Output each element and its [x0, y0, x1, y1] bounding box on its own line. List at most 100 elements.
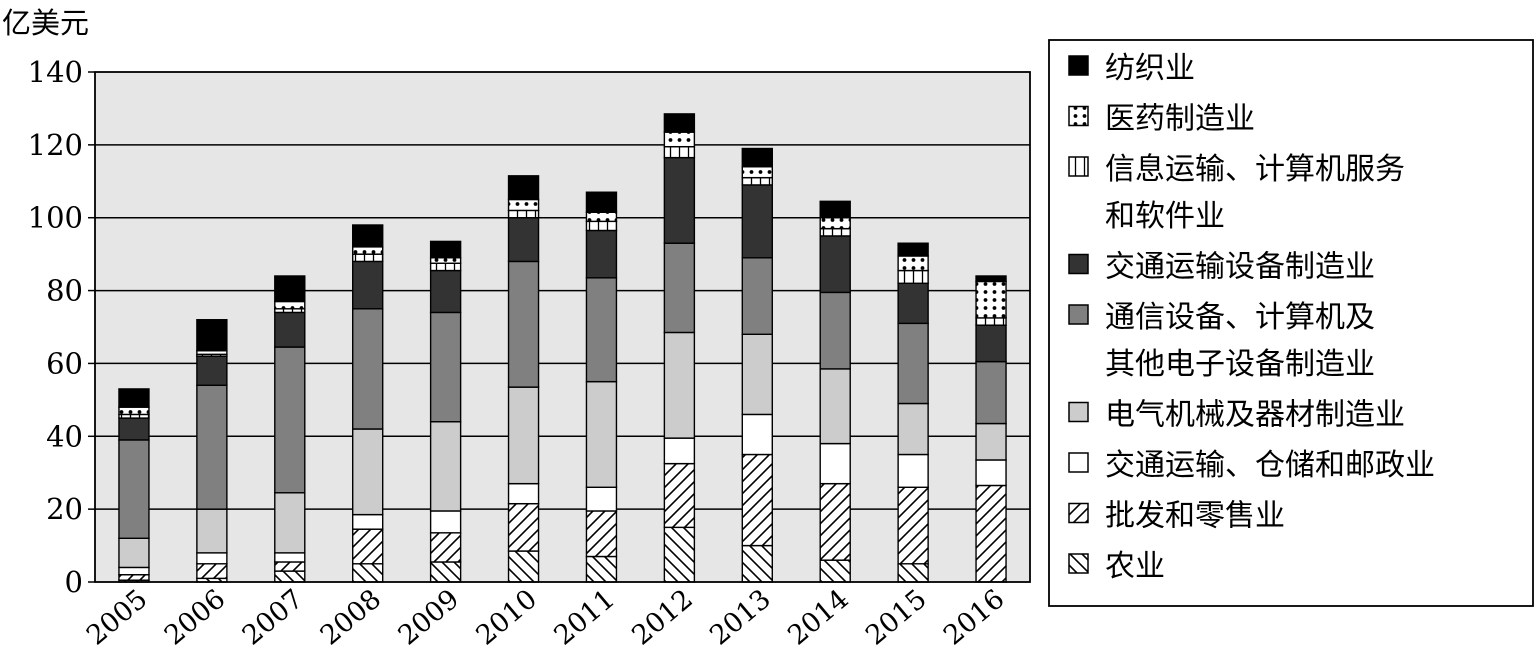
bar-segment: [585, 220, 618, 232]
legend-label: 信息运输、计算机服务和软件业: [1105, 152, 1405, 234]
bar-segment: [507, 175, 540, 201]
bar-segment: [585, 380, 618, 488]
bar-segment: [975, 317, 1007, 326]
y-tick-label: 60: [46, 346, 83, 380]
legend-swatch: [1068, 105, 1089, 127]
bar-segment: [741, 176, 773, 186]
bar-segment: [118, 537, 150, 569]
x-tick-label: 2009: [393, 584, 466, 652]
legend-swatch: [1068, 401, 1089, 423]
plot-background: [95, 72, 1030, 582]
bar-segment: [741, 147, 773, 168]
bar-segment: [507, 502, 540, 552]
bar-segment: [507, 209, 540, 219]
bar-segment: [274, 300, 306, 310]
bar-segment: [819, 235, 851, 294]
bar-segment: [819, 442, 851, 485]
legend-swatch: [1068, 55, 1089, 76]
bar-segment: [352, 260, 384, 310]
bar-segment: [663, 437, 696, 465]
bar-segment: [118, 574, 150, 581]
bar-segment: [819, 291, 851, 370]
x-tick-label: 2013: [704, 584, 777, 652]
bar-segment: [429, 532, 462, 563]
bar-segment: [819, 200, 851, 219]
legend-swatch: [1068, 452, 1089, 473]
bar-segment: [118, 406, 150, 416]
bar-segment: [196, 563, 228, 580]
y-tick-label: 120: [28, 128, 83, 162]
legend-swatch: [1068, 502, 1089, 524]
bar-segment: [507, 260, 540, 388]
legend: 纺织业医药制造业信息运输、计算机服务和软件业交通运输设备制造业通信设备、计算机及…: [1048, 39, 1534, 607]
x-tick-label: 2012: [626, 584, 699, 652]
bar-segment: [429, 561, 462, 583]
x-tick-label: 2005: [81, 584, 154, 652]
bar-segment: [663, 526, 696, 583]
y-tick-label: 20: [46, 492, 83, 526]
bar-segment: [663, 131, 696, 148]
bar-segment: [819, 217, 851, 230]
x-tick-label: 2011: [548, 584, 621, 652]
bar-segment: [196, 552, 228, 565]
bar-segment: [975, 324, 1007, 363]
bar-segment: [429, 311, 462, 423]
y-tick-label: 0: [65, 565, 83, 599]
bar-segment: [352, 513, 384, 530]
legend-swatch: [1068, 304, 1089, 325]
bar-segment: [897, 563, 929, 583]
legend-label: 批发和零售业: [1105, 499, 1285, 534]
bar-segment: [585, 510, 618, 558]
bar-segment: [429, 262, 462, 272]
legend-label: 交通运输、仓储和邮政业: [1105, 448, 1435, 483]
bar-segment: [975, 360, 1007, 425]
bar-segment: [196, 319, 228, 352]
x-tick-label: 2014: [782, 584, 855, 652]
bar-segment: [897, 402, 929, 456]
bar-segment: [585, 211, 618, 223]
bar-segment: [196, 508, 228, 554]
bar-segment: [975, 484, 1007, 583]
bar-segment: [741, 257, 773, 335]
bar-segment: [819, 559, 851, 583]
bar-segment: [585, 486, 618, 512]
bar-segment: [352, 428, 384, 516]
bar-segment: [975, 422, 1007, 461]
x-tick-label: 2015: [860, 584, 933, 652]
plot-border: [94, 71, 1031, 583]
x-tick-label: 2010: [470, 584, 543, 652]
bar-segment: [274, 492, 306, 554]
bar-segment: [118, 417, 150, 441]
bar-segment: [274, 561, 306, 572]
bar-segment: [196, 355, 228, 386]
bar-segment: [663, 462, 696, 529]
legend-swatch: [1068, 253, 1089, 275]
bar-segment: [507, 550, 540, 583]
bar-segment: [585, 191, 618, 213]
bar-segment: [274, 552, 306, 563]
bar-segment: [975, 280, 1007, 319]
bar-segment: [663, 156, 696, 244]
bar-segment: [897, 486, 929, 565]
bar-segment: [585, 555, 618, 583]
bar-segment: [507, 482, 540, 505]
legend-swatch: [1068, 156, 1089, 177]
legend-swatch: [1068, 553, 1089, 574]
bar-segment: [352, 308, 384, 430]
bar-segment: [819, 482, 851, 561]
bar-segment: [741, 333, 773, 416]
bar-segment: [352, 246, 384, 255]
bar-segment: [429, 240, 462, 259]
bar-segment: [118, 388, 150, 408]
bar-segment: [274, 311, 306, 348]
bar-segment: [663, 145, 696, 159]
bar-segment: [975, 275, 1007, 283]
bar-segment: [663, 331, 696, 439]
bar-segment: [897, 282, 929, 325]
bar-segment: [507, 217, 540, 263]
y-tick-label: 140: [28, 55, 83, 89]
bar-segment: [741, 453, 773, 547]
y-tick-label: 40: [46, 419, 83, 453]
bar-segment: [118, 439, 150, 539]
x-tick-label: 2006: [159, 584, 232, 652]
